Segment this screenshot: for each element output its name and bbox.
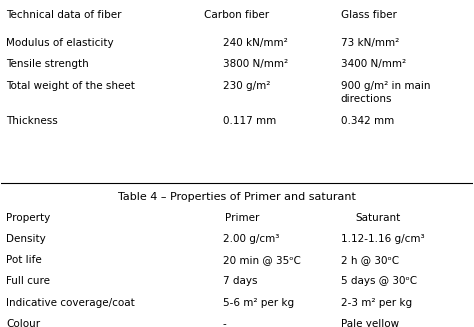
Text: Glass fiber: Glass fiber	[341, 10, 397, 20]
Text: Density: Density	[6, 233, 46, 244]
Text: 2.00 g/cm³: 2.00 g/cm³	[223, 233, 279, 244]
Text: Indicative coverage/coat: Indicative coverage/coat	[6, 298, 135, 307]
Text: Colour: Colour	[6, 319, 40, 327]
Text: Thickness: Thickness	[6, 116, 58, 126]
Text: 7 days: 7 days	[223, 276, 257, 286]
Text: 240 kN/mm²: 240 kN/mm²	[223, 38, 288, 48]
Text: Table 4 – Properties of Primer and saturant: Table 4 – Properties of Primer and satur…	[118, 192, 356, 202]
Text: Primer: Primer	[225, 213, 259, 223]
Text: Pale yellow: Pale yellow	[341, 319, 399, 327]
Text: 230 g/m²: 230 g/m²	[223, 80, 270, 91]
Text: 5 days @ 30ᵒC: 5 days @ 30ᵒC	[341, 276, 417, 286]
Text: Carbon fiber: Carbon fiber	[204, 10, 269, 20]
Text: Property: Property	[6, 213, 50, 223]
Text: 0.342 mm: 0.342 mm	[341, 116, 394, 126]
Text: Full cure: Full cure	[6, 276, 50, 286]
Text: 900 g/m² in main
directions: 900 g/m² in main directions	[341, 80, 430, 104]
Text: Total weight of the sheet: Total weight of the sheet	[6, 80, 135, 91]
Text: 0.117 mm: 0.117 mm	[223, 116, 276, 126]
Text: 73 kN/mm²: 73 kN/mm²	[341, 38, 399, 48]
Text: 20 min @ 35ᵒC: 20 min @ 35ᵒC	[223, 255, 301, 265]
Text: 2 h @ 30ᵒC: 2 h @ 30ᵒC	[341, 255, 399, 265]
Text: Saturant: Saturant	[356, 213, 401, 223]
Text: Tensile strength: Tensile strength	[6, 59, 89, 69]
Text: -: -	[223, 319, 227, 327]
Text: Pot life: Pot life	[6, 255, 42, 265]
Text: 2-3 m² per kg: 2-3 m² per kg	[341, 298, 412, 307]
Text: 3800 N/mm²: 3800 N/mm²	[223, 59, 288, 69]
Text: 5-6 m² per kg: 5-6 m² per kg	[223, 298, 294, 307]
Text: Technical data of fiber: Technical data of fiber	[6, 10, 122, 20]
Text: 1.12-1.16 g/cm³: 1.12-1.16 g/cm³	[341, 233, 424, 244]
Text: Modulus of elasticity: Modulus of elasticity	[6, 38, 114, 48]
Text: 3400 N/mm²: 3400 N/mm²	[341, 59, 406, 69]
